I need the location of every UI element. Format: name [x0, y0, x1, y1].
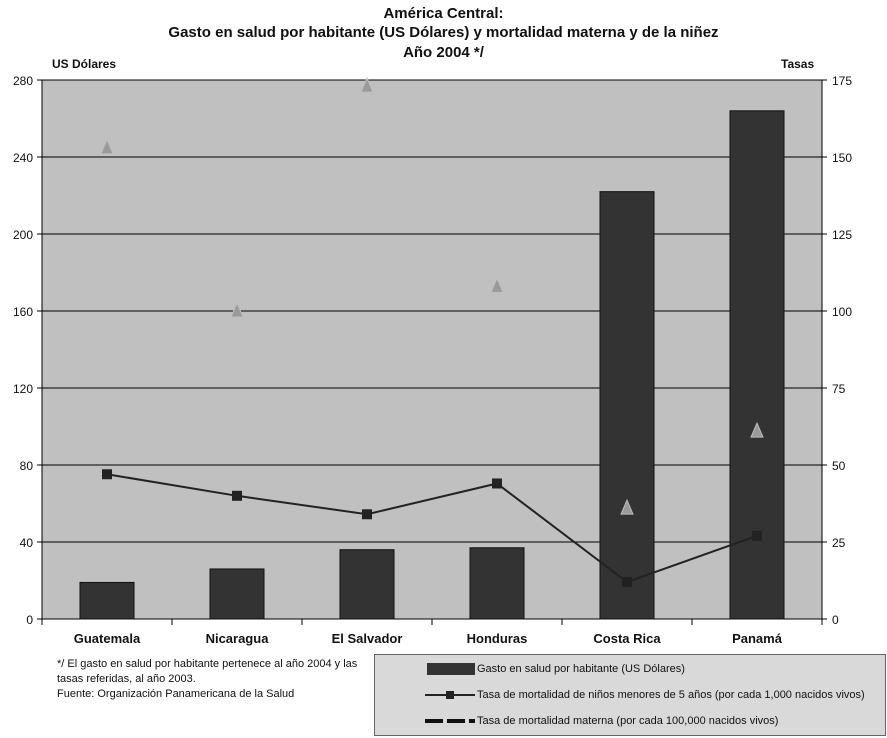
right-axis-tick-label: 175 [832, 74, 852, 88]
category-label: Guatemala [74, 631, 141, 646]
left-axis-tick-label: 40 [20, 536, 34, 550]
left-axis-tick-label: 80 [20, 459, 34, 473]
right-axis-tick-label: 75 [832, 382, 846, 396]
bar [469, 547, 525, 620]
child-mortality-marker [232, 490, 242, 501]
child-mortality-marker [492, 478, 502, 489]
chart-title-line-2: Gasto en salud por habitante (US Dólares… [168, 24, 719, 41]
maternal-mortality-marker [360, 76, 374, 93]
category-label: Honduras [467, 631, 528, 646]
footnote-line: */ El gasto en salud por habitante perte… [57, 658, 358, 670]
right-axis-tick-label: 125 [832, 228, 852, 242]
category-label: Nicaragua [206, 631, 270, 646]
category-label: Costa Rica [593, 631, 661, 646]
left-axis-tick-label: 0 [26, 613, 33, 627]
legend: Gasto en salud por habitante (US Dólares… [374, 654, 886, 736]
source-note: Fuente: Organización Panamericana de la … [57, 688, 295, 700]
legend-item-bars: Gasto en salud por habitante (US Dólares… [395, 661, 685, 677]
footnote-line: tasas referidas, al año 2003. [57, 673, 196, 685]
maternal-mortality-marker [490, 277, 504, 293]
category-label: Panamá [732, 631, 783, 646]
legend-bar-swatch [427, 663, 475, 675]
legend-label: Tasa de mortalidad materna (por cada 100… [477, 715, 779, 727]
child-mortality-marker [622, 577, 632, 588]
right-axis-tick-label: 50 [832, 459, 846, 473]
legend-dash-swatch [425, 719, 475, 723]
legend-label: Gasto en salud por habitante (US Dólares… [477, 663, 685, 675]
left-axis-tick-label: 200 [13, 228, 33, 242]
chart-title-line-3: Año 2004 */ [403, 44, 484, 61]
left-axis-tick-label: 120 [13, 382, 33, 396]
legend-label: Tasa de mortalidad de niños menores de 5… [477, 689, 865, 701]
footnotes: */ El gasto en salud por habitante perte… [57, 657, 377, 702]
child-mortality-marker [362, 509, 372, 520]
right-axis-unit: Tasas [781, 57, 815, 71]
left-axis-unit: US Dólares [52, 57, 117, 71]
legend-item-dashed: Tasa de mortalidad materna (por cada 100… [395, 713, 778, 729]
chart-title-line-1: América Central: [383, 5, 504, 22]
category-label: El Salvador [332, 631, 403, 646]
child-mortality-marker [752, 530, 762, 541]
right-axis-tick-label: 100 [832, 305, 852, 319]
child-mortality-line [106, 473, 758, 584]
right-axis-tick-label: 150 [832, 151, 852, 165]
right-axis-tick-label: 0 [832, 613, 839, 627]
maternal-mortality-marker [750, 421, 764, 438]
legend-item-line: Tasa de mortalidad de niños menores de 5… [395, 687, 865, 703]
legend-line-swatch [425, 691, 475, 699]
right-axis-tick-label: 25 [832, 536, 846, 550]
bar [79, 581, 135, 620]
chart: 0 40 80 120 160 200 240 280 0 25 50 75 100 125 150 175 G… [13, 74, 852, 646]
bar [339, 549, 395, 620]
maternal-mortality-marker [620, 498, 634, 515]
child-mortality-marker [102, 469, 112, 480]
plot-area [42, 80, 822, 619]
left-axis-tick-label: 160 [13, 305, 33, 319]
maternal-mortality-marker [230, 301, 244, 318]
bar [599, 191, 655, 620]
left-axis-tick-label: 240 [13, 151, 33, 165]
left-axis-tick-label: 280 [13, 74, 33, 88]
maternal-mortality-marker [100, 138, 114, 155]
bar [209, 568, 265, 620]
